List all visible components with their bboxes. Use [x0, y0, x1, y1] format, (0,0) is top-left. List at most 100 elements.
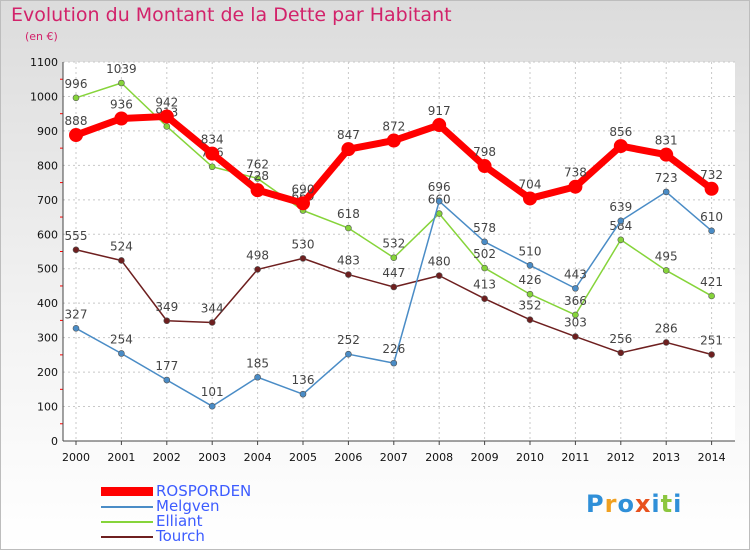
x-tick-label-2006: 2006	[334, 451, 362, 464]
data-label-melgven-2009: 578	[473, 221, 496, 235]
point-melgven-2012	[617, 217, 625, 225]
x-tick-label-2003: 2003	[198, 451, 226, 464]
data-label-melgven-2008: 696	[428, 180, 451, 194]
point-tourch-2006	[345, 271, 352, 278]
data-label-rosporden-2005: 690	[292, 182, 315, 196]
data-label-tourch-2004: 498	[246, 248, 269, 262]
x-tick-label-2000: 2000	[62, 451, 90, 464]
data-label-melgven-2002: 177	[155, 359, 178, 373]
point-melgven-2010	[526, 261, 534, 269]
y-tick-label-700: 700	[37, 194, 58, 207]
point-rosporden-2012	[613, 139, 628, 154]
y-tick-label-0: 0	[51, 435, 58, 448]
y-tick-label-400: 400	[37, 297, 58, 310]
legend-label-melgven: Melgven	[156, 497, 220, 515]
data-label-elliant-2009: 502	[473, 247, 496, 261]
data-label-tourch-2010: 352	[519, 299, 542, 313]
point-tourch-2002	[163, 317, 171, 325]
x-tick-label-2005: 2005	[289, 451, 317, 464]
x-tick-label-2014: 2014	[698, 451, 726, 464]
point-tourch-2003	[208, 319, 216, 326]
legend-swatch-rosporden	[101, 487, 153, 496]
data-label-melgven-2006: 252	[337, 333, 360, 347]
data-label-rosporden-2013: 831	[655, 134, 678, 148]
legend-label-rosporden: ROSPORDEN	[156, 482, 252, 500]
data-label-melgven-2000: 327	[65, 307, 88, 321]
point-melgven-2004	[254, 373, 261, 381]
point-tourch-2010	[526, 316, 534, 324]
data-label-elliant-2000: 996	[65, 77, 88, 91]
data-label-melgven-2012: 639	[609, 200, 632, 214]
y-tick-label-300: 300	[37, 332, 58, 345]
x-tick-label-2007: 2007	[380, 451, 408, 464]
point-melgven-2006	[345, 350, 352, 358]
data-label-elliant-2004: 762	[246, 157, 269, 171]
legend-swatch-tourch	[101, 536, 153, 538]
x-tick-label-2010: 2010	[516, 451, 544, 464]
point-elliant-2001	[118, 79, 125, 87]
point-elliant-2003	[208, 163, 216, 171]
data-label-elliant-2007: 532	[382, 237, 405, 251]
data-label-tourch-2001: 524	[110, 239, 133, 253]
legend-swatch-elliant	[101, 521, 153, 523]
data-label-elliant-2001: 1039	[106, 62, 137, 76]
point-rosporden-2010	[523, 191, 537, 206]
data-label-rosporden-2009: 798	[473, 145, 496, 159]
point-tourch-2009	[481, 295, 488, 303]
proxiti-logo: Proxiti	[586, 490, 683, 518]
data-label-tourch-2000: 555	[65, 229, 88, 243]
legend-label-tourch: Tourch	[156, 527, 205, 545]
point-melgven-2009	[481, 238, 488, 246]
chart-title: Evolution du Montant de la Dette par Hab…	[11, 4, 452, 26]
point-tourch-2008	[435, 272, 443, 279]
point-elliant-2007	[390, 254, 398, 262]
point-melgven-2005	[299, 390, 307, 398]
point-melgven-2003	[208, 402, 216, 410]
point-rosporden-2001	[114, 111, 129, 126]
point-rosporden-2007	[386, 133, 401, 148]
data-label-rosporden-2004: 728	[246, 169, 269, 183]
data-label-melgven-2010: 510	[519, 244, 542, 258]
point-tourch-2012	[617, 349, 625, 357]
x-tick-label-2012: 2012	[607, 451, 635, 464]
point-elliant-2010	[526, 290, 534, 298]
point-elliant-2012	[617, 236, 625, 244]
series-tourch: 555 524 349 344 498 530 483 447 480 413 352 303 256 2…	[65, 229, 723, 358]
point-rosporden-2011	[568, 179, 583, 194]
point-rosporden-2009	[477, 159, 492, 174]
point-melgven-2013	[662, 188, 670, 196]
data-label-melgven-2014: 610	[700, 210, 723, 224]
y-tick-label-800: 800	[37, 159, 58, 172]
data-label-melgven-2007: 226	[382, 342, 405, 356]
data-label-tourch-2014: 251	[700, 334, 723, 348]
point-melgven-2008	[435, 197, 443, 205]
point-tourch-2004	[254, 266, 261, 273]
data-label-elliant-2013: 495	[655, 249, 678, 263]
data-label-melgven-2005: 136	[292, 373, 315, 387]
x-tick-label-2002: 2002	[153, 451, 181, 464]
x-tick-label-2009: 2009	[471, 451, 499, 464]
data-label-tourch-2012: 256	[609, 332, 632, 346]
point-rosporden-2004	[250, 183, 265, 198]
x-tick-label-2001: 2001	[107, 451, 135, 464]
chart-unit-label: (en €)	[25, 30, 58, 43]
y-tick-label-500: 500	[37, 263, 58, 276]
series-rosporden: 888 936 942 834 728 690 847 872 917 798 704 738 856 8…	[65, 95, 723, 211]
data-label-melgven-2003: 101	[201, 385, 224, 399]
point-tourch-2005	[299, 255, 307, 262]
point-melgven-2011	[572, 285, 579, 292]
point-elliant-2000	[72, 94, 80, 102]
y-tick-label-600: 600	[37, 228, 58, 241]
point-melgven-2002	[163, 376, 171, 384]
point-rosporden-2003	[205, 146, 220, 161]
point-tourch-2007	[390, 283, 398, 291]
data-label-tourch-2003: 344	[201, 301, 224, 315]
point-tourch-2013	[662, 339, 670, 346]
point-melgven-2014	[708, 227, 715, 235]
data-label-rosporden-2007: 872	[382, 120, 405, 134]
point-elliant-2014	[708, 292, 715, 300]
data-label-rosporden-2010: 704	[519, 177, 542, 191]
point-tourch-2000	[72, 246, 80, 254]
